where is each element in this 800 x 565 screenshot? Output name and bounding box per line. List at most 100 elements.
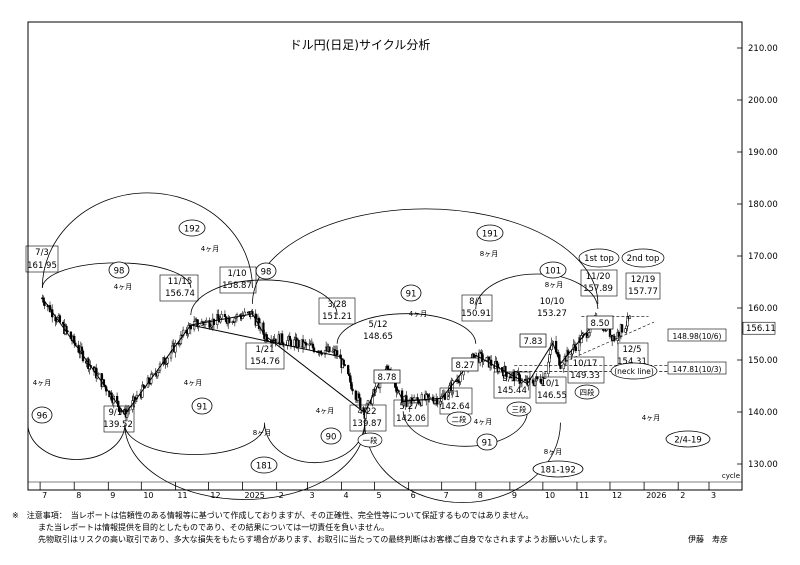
candle-body-75 bbox=[156, 372, 159, 377]
cycle-duration-2: 8ヶ月 bbox=[480, 250, 498, 258]
arc-91-top bbox=[336, 313, 477, 344]
arc-96 bbox=[27, 424, 126, 460]
box-value-1: 8.27 bbox=[456, 361, 475, 371]
cycle-count-label-2: 98 bbox=[261, 268, 272, 278]
cycle-count-ellipse-7 bbox=[191, 397, 213, 415]
annotation-box-13 bbox=[580, 269, 618, 297]
arc-98-top-2 bbox=[190, 279, 338, 315]
candle-body-327 bbox=[543, 373, 547, 379]
cycle-duration-10: 8ヶ月 bbox=[544, 448, 562, 456]
annotation-23: 145.44 bbox=[497, 386, 527, 396]
cycle-count-label-11: 181-192 bbox=[540, 466, 576, 476]
candle-body-13 bbox=[62, 321, 65, 325]
cycle-chart: 210.00 200.00 190.00 180.00 170.00 160.00 150.… bbox=[25, 21, 778, 504]
y-tick-label-4: 170.00 bbox=[748, 252, 778, 262]
annotation-36: 1st top bbox=[584, 254, 614, 264]
candle-body-192 bbox=[335, 350, 339, 356]
candle-body-352 bbox=[582, 332, 585, 335]
candle-body-347 bbox=[574, 346, 578, 351]
cycle-duration-4: 8ヶ月 bbox=[545, 281, 563, 289]
annotation-37: 2nd top bbox=[627, 254, 660, 264]
candle-body-337 bbox=[559, 365, 562, 369]
candle-body-161 bbox=[288, 336, 291, 341]
annotation-12: 4/22 bbox=[357, 407, 376, 417]
arc-90 bbox=[264, 422, 366, 464]
cycle-count-label-7: 91 bbox=[197, 403, 208, 413]
candle-body-82 bbox=[166, 357, 169, 364]
candle-body-270 bbox=[457, 379, 460, 382]
cycle-duration-7: 8ヶ月 bbox=[253, 429, 271, 437]
arc-181 bbox=[124, 424, 366, 500]
x-tick-label-4: 11 bbox=[177, 491, 187, 500]
candle-body-162 bbox=[289, 339, 293, 347]
box-value-rect-3 bbox=[586, 315, 614, 330]
annotation-15: 148.65 bbox=[363, 332, 393, 342]
annotation-10: 3/28 bbox=[327, 300, 346, 310]
x-tick-label-11: 6 bbox=[411, 491, 416, 500]
candle-body-167 bbox=[297, 339, 300, 348]
candle-body-255 bbox=[433, 400, 437, 404]
wave-ellipse-2 bbox=[506, 401, 532, 417]
last-price-label: 156.11 bbox=[746, 324, 776, 334]
disclaimer-line-2: また当レポートは情報提供を目的としたものであり、その結果については一切責任を負い… bbox=[38, 523, 389, 532]
x-tick-label-20: 3 bbox=[711, 491, 716, 500]
level-label-0: 148.98(10/6) bbox=[673, 332, 722, 341]
annotation-0: 7/3 bbox=[35, 248, 49, 258]
x-tick-label-6: 2025 bbox=[245, 491, 265, 500]
candle-body-163 bbox=[293, 339, 296, 347]
candle-body-379 bbox=[625, 325, 628, 329]
last-price-box bbox=[742, 321, 776, 335]
annotation-box-2 bbox=[159, 274, 199, 302]
box-value-rect-1 bbox=[451, 357, 479, 372]
annotation-4: 11/15 bbox=[168, 277, 193, 287]
x-tick-label-19: 2 bbox=[680, 491, 685, 500]
annotation-21: 150.91 bbox=[461, 309, 491, 319]
cycle-duration-8: 4ヶ月 bbox=[316, 407, 334, 415]
candle-body-117 bbox=[220, 314, 223, 319]
x-tick-label-12: 7 bbox=[444, 491, 449, 500]
candle-body-152 bbox=[274, 338, 277, 343]
annotation-box-5 bbox=[318, 297, 356, 325]
cycle-count-ellipse-0 bbox=[108, 261, 130, 279]
annotation-27: 153.27 bbox=[537, 309, 567, 319]
annotation-6: 1/10 bbox=[227, 269, 246, 279]
annotation-9: 154.76 bbox=[250, 357, 280, 367]
candle-body-378 bbox=[624, 328, 627, 333]
candle-body-322 bbox=[536, 376, 539, 380]
annotation-28: 10/17 bbox=[573, 359, 598, 369]
candle-body-2 bbox=[43, 302, 46, 307]
annotation-33: 154.31 bbox=[617, 357, 647, 367]
candle-body-72 bbox=[151, 373, 154, 375]
box-value-rect-0 bbox=[373, 369, 401, 384]
cycle-count-label-10: 91 bbox=[482, 439, 493, 449]
annotation-box-4 bbox=[245, 342, 285, 370]
y-tick-label-2: 190.00 bbox=[748, 148, 778, 158]
cycle-count-label-3: 91 bbox=[406, 290, 417, 300]
cycle-count-ellipse-4 bbox=[476, 224, 504, 242]
cycle-count-ellipse-10 bbox=[476, 433, 498, 451]
candle-body-48 bbox=[115, 395, 119, 402]
annotation-14: 5/12 bbox=[368, 320, 387, 330]
x-tick-label-15: 10 bbox=[545, 491, 555, 500]
cycle-count-label-0: 98 bbox=[114, 267, 125, 277]
candle-body-112 bbox=[212, 318, 216, 325]
candle-body-17 bbox=[66, 330, 69, 333]
annotation-26: 10/10 bbox=[540, 297, 565, 307]
box-value-2: 7.83 bbox=[524, 337, 543, 347]
arc-181-192 bbox=[364, 422, 561, 504]
x-tick-label-1: 8 bbox=[76, 491, 81, 500]
candle-body-377 bbox=[620, 324, 624, 333]
candle-body-26 bbox=[80, 346, 84, 352]
uptrend-line bbox=[560, 321, 655, 364]
annotation-5: 156.74 bbox=[165, 289, 195, 299]
x-tick-label-14: 9 bbox=[512, 491, 517, 500]
candle-body-159 bbox=[286, 340, 289, 346]
wave-label-1: 二段 bbox=[452, 414, 467, 424]
candle-body-202 bbox=[351, 388, 354, 392]
x-tick-label-9: 4 bbox=[344, 491, 349, 500]
cycle-duration-1: 4ヶ月 bbox=[201, 245, 219, 253]
y-tick-label-1: 200.00 bbox=[748, 96, 778, 106]
x-tick-label-10: 5 bbox=[377, 491, 382, 500]
first-top-ellipse bbox=[578, 248, 620, 268]
box-value-0: 8.78 bbox=[378, 373, 397, 383]
